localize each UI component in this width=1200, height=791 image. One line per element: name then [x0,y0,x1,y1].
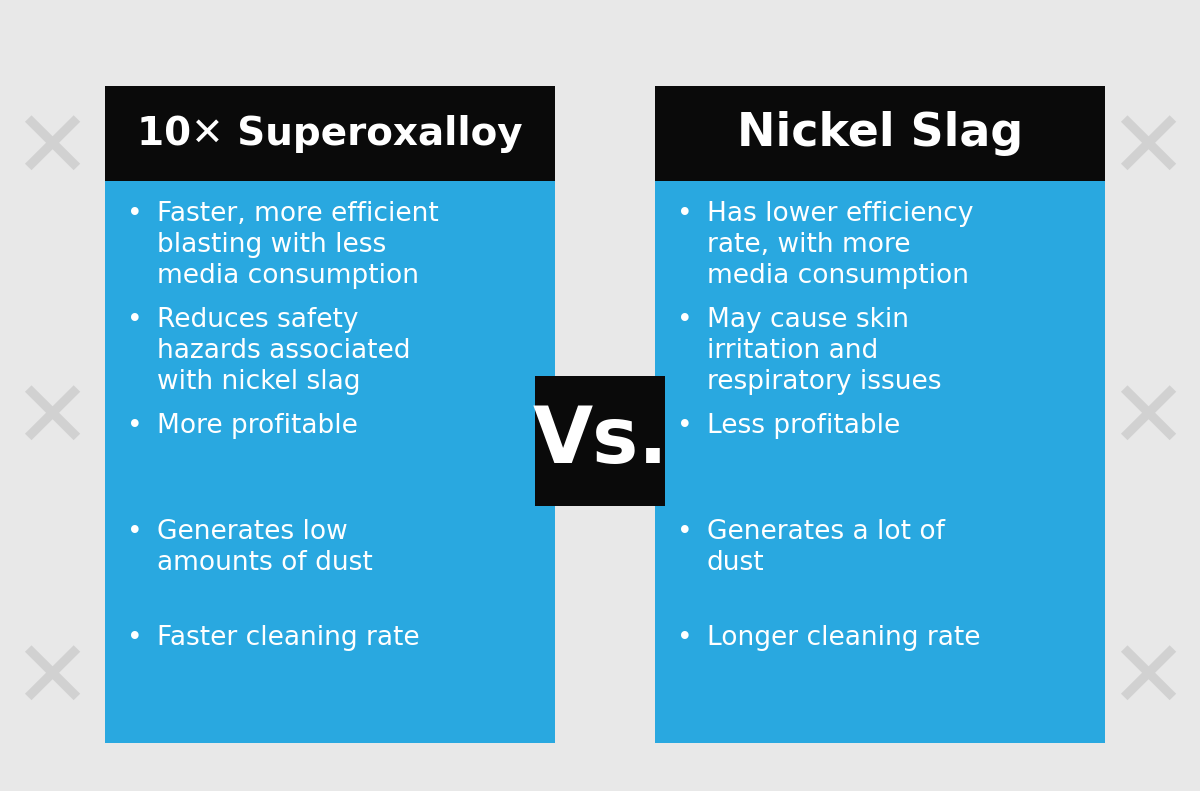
Text: Faster, more efficient
blasting with less
media consumption: Faster, more efficient blasting with les… [157,201,439,289]
Text: •: • [127,625,143,651]
Text: Reduces safety
hazards associated
with nickel slag: Reduces safety hazards associated with n… [157,307,410,395]
Text: ✕: ✕ [12,105,91,197]
Text: Has lower efficiency
rate, with more
media consumption: Has lower efficiency rate, with more med… [707,201,973,289]
Text: Longer cleaning rate: Longer cleaning rate [707,625,980,651]
FancyBboxPatch shape [106,136,554,743]
Text: •: • [677,625,692,651]
Text: Faster cleaning rate: Faster cleaning rate [157,625,420,651]
Text: •: • [127,413,143,439]
Text: More profitable: More profitable [157,413,358,439]
Text: •: • [677,307,692,333]
Text: Generates a lot of
dust: Generates a lot of dust [707,519,946,576]
FancyBboxPatch shape [535,376,665,506]
FancyBboxPatch shape [655,136,1105,743]
Text: Vs.: Vs. [532,403,668,479]
Text: ✕: ✕ [12,375,91,467]
Text: ✕: ✕ [1109,105,1188,197]
Text: •: • [677,201,692,227]
FancyBboxPatch shape [655,86,1105,181]
Text: •: • [677,519,692,545]
Text: •: • [127,307,143,333]
Text: Generates low
amounts of dust: Generates low amounts of dust [157,519,373,576]
Text: May cause skin
irritation and
respiratory issues: May cause skin irritation and respirator… [707,307,942,395]
Text: ✕: ✕ [1109,635,1188,727]
Text: Nickel Slag: Nickel Slag [737,111,1024,156]
Text: •: • [677,413,692,439]
Text: ✕: ✕ [1109,375,1188,467]
Text: ✕: ✕ [12,635,91,727]
FancyBboxPatch shape [106,86,554,181]
Text: 10✕ Superoxalloy: 10✕ Superoxalloy [137,115,523,153]
Text: Less profitable: Less profitable [707,413,900,439]
Text: •: • [127,519,143,545]
Text: •: • [127,201,143,227]
